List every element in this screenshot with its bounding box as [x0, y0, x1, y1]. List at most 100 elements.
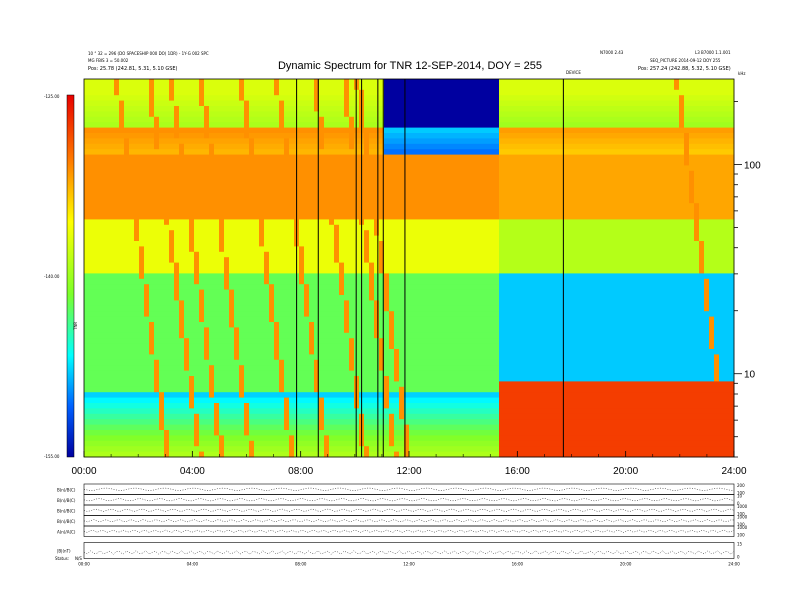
- spectrogram-cell: [414, 246, 420, 253]
- spectrogram-cell: [434, 278, 440, 285]
- spectrogram-cell: [84, 446, 90, 452]
- spectrogram-cell: [104, 354, 110, 361]
- spectrogram-cell: [424, 289, 430, 296]
- spectrogram-cell: [404, 322, 410, 328]
- spectrogram-cell: [369, 376, 375, 382]
- spectrogram-cell: [224, 403, 230, 409]
- spectrogram-cell: [334, 278, 340, 285]
- spectrogram-cell: [224, 440, 230, 447]
- spectrogram-cell: [109, 192, 115, 199]
- spectrogram-cell: [99, 257, 105, 263]
- spectrogram-cell: [89, 241, 95, 247]
- spectrogram-cell: [99, 413, 105, 420]
- spectrogram-cell: [299, 311, 305, 317]
- spectrogram-cell: [259, 424, 265, 431]
- spectrogram-cell: [399, 100, 405, 107]
- spectrogram-cell: [434, 160, 440, 166]
- spectrogram-cell: [249, 251, 255, 258]
- spectrogram-cell: [219, 138, 225, 145]
- spectrogram-cell: [179, 122, 185, 128]
- spectrogram-cell: [424, 106, 430, 112]
- spectrogram-cell: [324, 327, 330, 334]
- spectrogram-cell: [334, 332, 340, 339]
- spectrogram-cell: [84, 370, 90, 377]
- spectrogram-cell: [369, 160, 375, 166]
- spectrogram-cell: [414, 332, 420, 339]
- spectrogram-cell: [319, 170, 325, 177]
- spectrogram-cell: [99, 397, 105, 404]
- spectrogram-cell: [164, 84, 170, 91]
- spectrogram-cell: [184, 111, 190, 118]
- spectrogram-cell: [324, 316, 330, 323]
- spectrogram-cell: [399, 305, 405, 312]
- spectrogram-cell: [249, 381, 255, 388]
- spectrogram-cell: [154, 176, 160, 182]
- spectrogram-cell: [354, 316, 360, 323]
- spectrogram-cell: [249, 219, 255, 226]
- spectrogram-cell: [284, 430, 290, 436]
- spectrogram-cell: [144, 365, 150, 371]
- spectrogram-cell: [94, 133, 100, 139]
- spectrogram-cell: [84, 408, 90, 415]
- spectrogram-cell: [114, 176, 120, 182]
- spectrogram-cell: [134, 262, 140, 269]
- spectrogram-cell: [199, 381, 205, 388]
- spectrogram-cell: [139, 257, 145, 263]
- spectrogram-cell: [339, 397, 345, 404]
- spectrogram-cell: [179, 100, 185, 107]
- spectrogram-cell: [389, 241, 395, 247]
- spectrogram-cell: [214, 143, 220, 150]
- spectrogram-cell: [289, 365, 295, 371]
- spectrogram-cell: [324, 397, 330, 404]
- spectrogram-cell: [254, 430, 260, 436]
- spectrogram-cell: [274, 262, 280, 269]
- spectrogram-cell: [299, 111, 305, 118]
- spectrogram-cell: [109, 338, 115, 344]
- spectrogram-cell: [174, 95, 180, 101]
- spectrogram-cell: [424, 203, 430, 209]
- spectrogram-cell: [149, 176, 155, 182]
- spectrogram-cell: [234, 165, 240, 172]
- spectrogram-cell: [379, 440, 385, 447]
- spectrogram-cell: [274, 349, 280, 355]
- spectrogram-cell: [384, 446, 390, 452]
- spectrogram-cell: [139, 79, 145, 85]
- spectrogram-cell: [249, 300, 255, 307]
- spectrogram-cell: [224, 424, 230, 431]
- spectrogram-cell: [254, 116, 260, 123]
- spectrogram-cell: [369, 230, 375, 236]
- spectrogram-cell: [184, 440, 190, 447]
- spectrogram-cell: [429, 219, 435, 226]
- spectrogram-cell: [229, 424, 235, 431]
- spectrogram-cell: [329, 214, 335, 220]
- spectrogram-cell: [149, 149, 155, 155]
- spectrogram-cell: [89, 89, 95, 96]
- spectrogram-cell: [99, 170, 105, 177]
- spectrogram-cell: [144, 284, 150, 290]
- spectrogram-cell: [304, 316, 310, 323]
- spectrogram-cell: [389, 408, 395, 415]
- spectrogram-cell: [149, 268, 155, 274]
- spectrogram-cell: [164, 241, 170, 247]
- spectrogram-cell: [134, 257, 140, 263]
- spectrogram-cell: [244, 338, 250, 344]
- spectrogram-cell: [134, 246, 140, 253]
- spectrogram-cell: [269, 176, 275, 182]
- spectrogram-cell: [324, 203, 330, 209]
- spectrogram-cell: [384, 181, 390, 188]
- spectrogram-cell: [99, 316, 105, 323]
- spectrogram-cell: [354, 343, 360, 350]
- spectrogram-cell: [149, 365, 155, 371]
- spectrogram-cell: [364, 197, 370, 204]
- spectrogram-cell: [254, 365, 260, 371]
- spectrogram-cell: [114, 381, 120, 388]
- spectrogram-cell: [169, 295, 175, 301]
- spectrogram-cell: [234, 381, 240, 388]
- spectrogram-cell: [389, 203, 395, 209]
- spectrogram-cell: [314, 251, 320, 258]
- spectrogram-cell: [429, 338, 435, 344]
- spectrogram-cell: [109, 268, 115, 274]
- spectrogram-cell: [124, 440, 130, 447]
- spectrogram-cell: [399, 440, 405, 447]
- spectrogram-cell: [189, 408, 195, 415]
